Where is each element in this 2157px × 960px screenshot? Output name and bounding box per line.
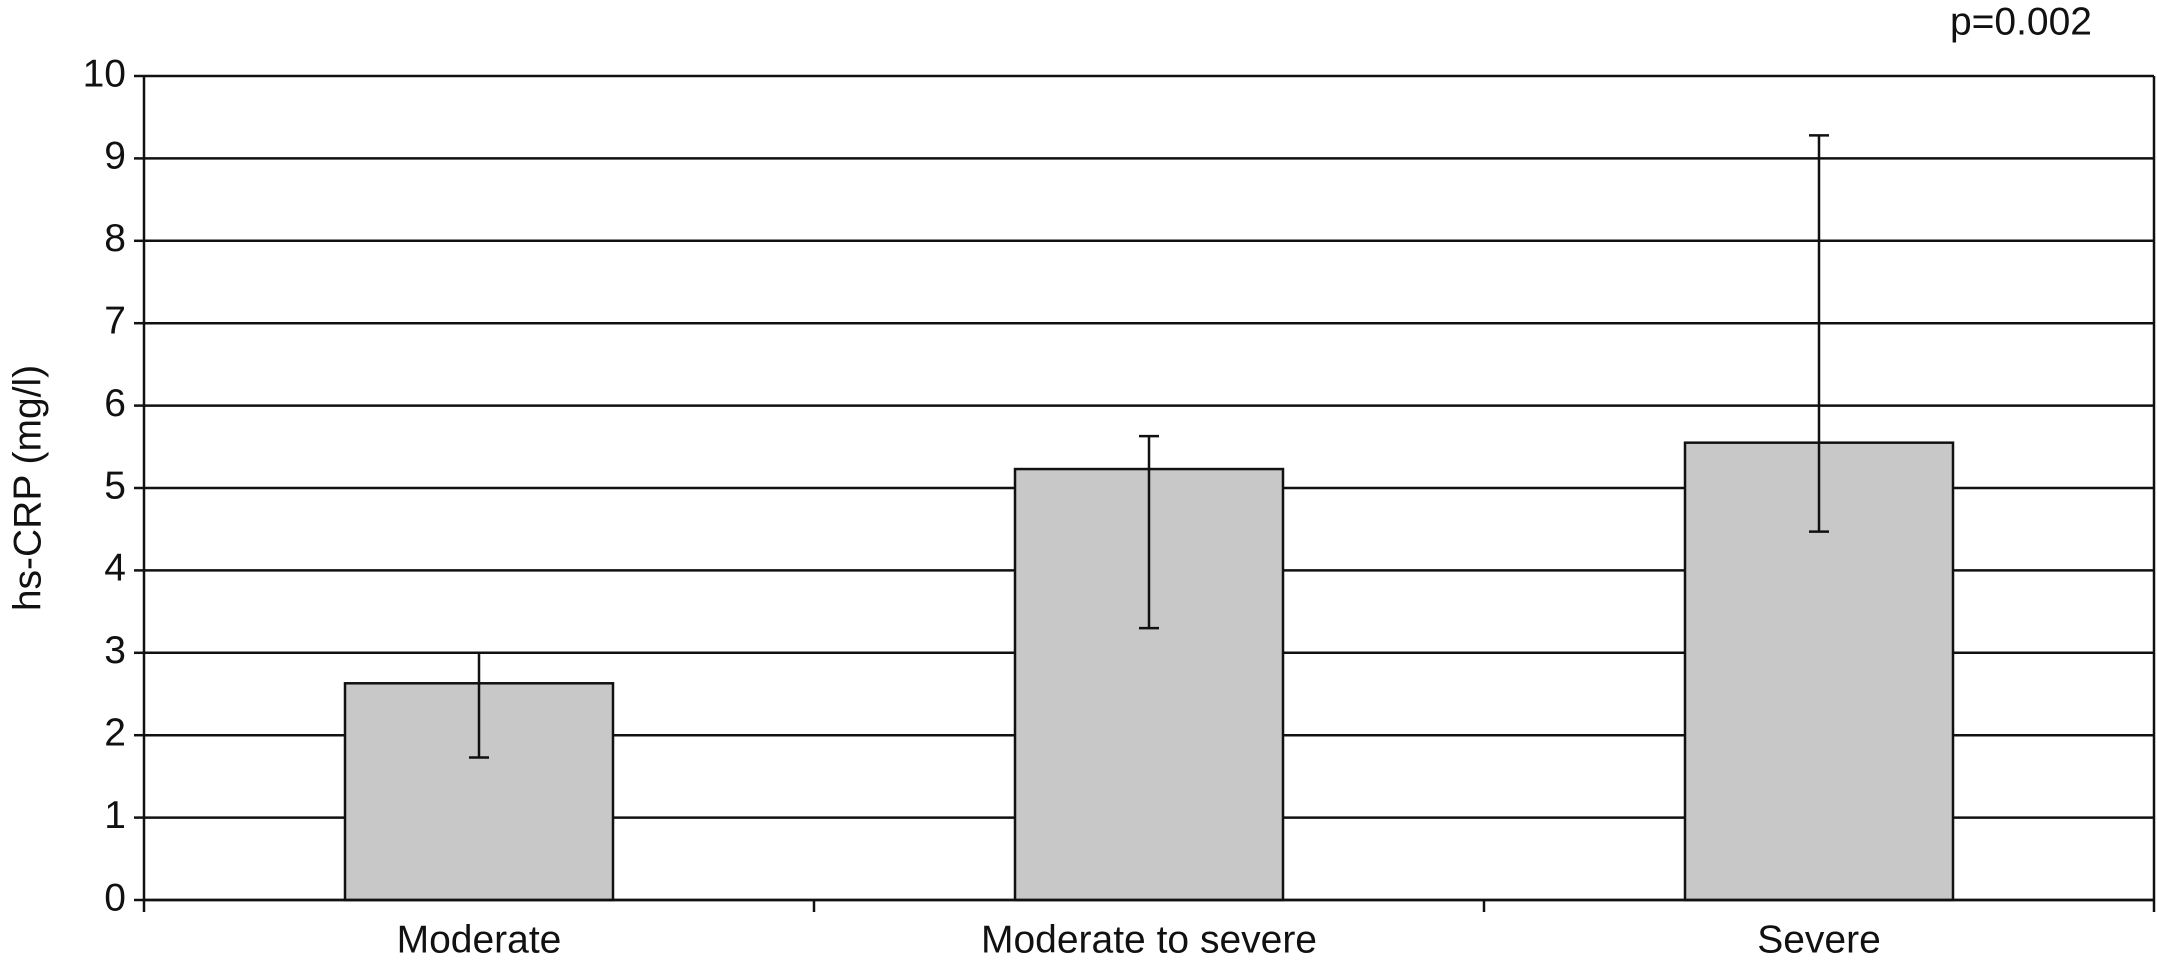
y-tick-label: 2 (104, 711, 126, 754)
y-axis-label: hs-CRP (mg/l) (6, 365, 49, 611)
error-bar (1139, 434, 1159, 630)
y-tick-label: 8 (104, 217, 126, 260)
y-tick-label: 10 (83, 52, 126, 95)
error-bar (1809, 134, 1829, 533)
y-tick-label: 5 (104, 464, 126, 507)
x-tick-label: Severe (1757, 918, 1881, 960)
x-tick-label: Moderate (397, 918, 562, 960)
y-tick-label: 9 (104, 135, 126, 178)
y-tick-label: 4 (104, 547, 126, 590)
error-bar (469, 651, 489, 759)
annotation: p=0.002 (1950, 0, 2092, 43)
y-tick-label: 3 (104, 629, 126, 672)
y-tick-label: 6 (104, 382, 126, 425)
y-tick-label: 1 (104, 794, 126, 837)
y-tick-label: 7 (104, 299, 126, 342)
y-tick-label: 0 (104, 876, 126, 919)
x-tick-label: Moderate to severe (981, 918, 1317, 960)
